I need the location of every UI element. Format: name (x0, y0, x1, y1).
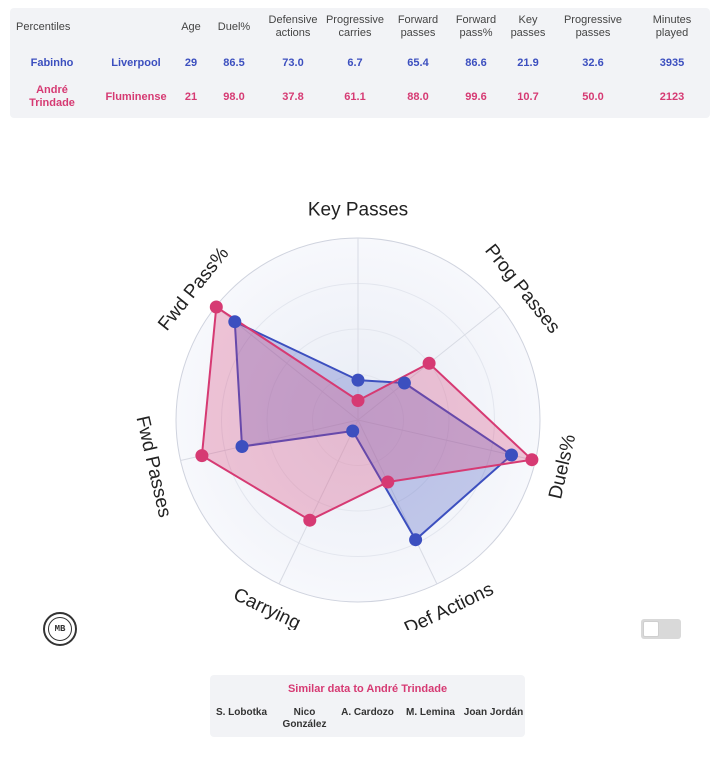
column-header: Progressive carries (325, 14, 385, 39)
radar-data-point (525, 453, 539, 467)
radar-data-point (351, 394, 365, 407)
similar-players-title: Similar data to André Trindade (287, 683, 448, 695)
column-header: Age (181, 20, 201, 33)
column-header: Forward pass% (455, 14, 497, 39)
table-cell: 65.4 (407, 56, 429, 69)
table-cell: 99.6 (465, 90, 487, 103)
radar-axis-label: Fwd Passes (132, 414, 176, 520)
brand-logo: MB (43, 612, 77, 646)
radar-spoke (278, 419, 359, 585)
radar-spoke (180, 419, 359, 461)
team-name: Fluminense (105, 90, 167, 103)
similar-player-link[interactable]: A. Cardozo (341, 707, 394, 718)
table-cell: 37.8 (282, 90, 304, 103)
radar-data-point (409, 533, 423, 547)
column-header: Defensive actions (268, 14, 318, 39)
similar-player-link[interactable]: Nico González (282, 707, 327, 730)
player-name: André Trindade (29, 84, 75, 109)
radar-data-point (397, 376, 411, 390)
radar-data-point (351, 373, 365, 387)
percentiles-table: Percentiles Age Duel% Defensive actions … (10, 8, 710, 114)
percentiles-table-panel: Percentiles Age Duel% Defensive actions … (10, 8, 710, 118)
column-header: Key passes (510, 14, 546, 39)
table-cell: 50.0 (582, 90, 604, 103)
table-row: Fabinho Liverpool 29 86.5 73.0 6.7 65.4 … (10, 46, 710, 80)
table-cell: 88.0 (407, 90, 429, 103)
toggle-knob[interactable] (643, 621, 659, 637)
similar-players-list: S. Lobotka Nico González A. Cardozo M. L… (210, 707, 525, 731)
table-cell: 86.6 (465, 56, 487, 69)
column-header: Progressive passes (563, 14, 623, 39)
table-cell: 29 (184, 56, 198, 69)
radar-spoke (357, 419, 438, 585)
table-cell: 73.0 (282, 56, 304, 69)
radar-data-point (303, 513, 317, 527)
brand-logo-mark: MB (48, 617, 72, 641)
column-header: Forward passes (397, 14, 439, 39)
table-cell: 32.6 (582, 56, 604, 69)
table-row: André Trindade Fluminense 21 98.0 37.8 6… (10, 80, 710, 114)
table-cell: 61.1 (344, 90, 366, 103)
table-cell: 2123 (659, 90, 685, 103)
table-cell: 21.9 (517, 56, 539, 69)
similar-player-link[interactable]: M. Lemina (406, 707, 455, 718)
table-cell: 86.5 (223, 56, 245, 69)
radar-data-point (381, 475, 395, 489)
similar-player-link[interactable]: Joan Jordán (463, 707, 524, 718)
column-header-team (94, 8, 178, 46)
table-cell: 3935 (659, 56, 685, 69)
team-name: Liverpool (111, 56, 161, 69)
table-cell: 10.7 (517, 90, 539, 103)
table-header-row: Percentiles Age Duel% Defensive actions … (10, 8, 710, 46)
radar-data-point (235, 440, 249, 453)
radar-series-area (200, 306, 533, 522)
similar-player-link[interactable]: S. Lobotka (215, 707, 268, 718)
radar-data-point (422, 356, 436, 370)
radar-data-point (346, 424, 360, 438)
radar-axis-label: Duels% (545, 432, 580, 501)
radar-data-point (195, 449, 209, 463)
view-toggle[interactable] (641, 619, 681, 639)
similar-players-panel: Similar data to André Trindade S. Lobotk… (210, 675, 525, 737)
radar-data-point (209, 300, 223, 314)
radar-data-point (505, 448, 518, 462)
table-cell: 6.7 (347, 56, 363, 69)
table-cell: 21 (184, 90, 198, 103)
radar-data-point (228, 315, 242, 329)
table-corner-label: Percentiles (16, 20, 71, 33)
table-cell: 98.0 (223, 90, 245, 103)
column-header: Minutes played (652, 14, 692, 39)
column-header: Duel% (217, 20, 251, 33)
radar-axis-label: Carrying (230, 584, 304, 630)
player-name: Fabinho (30, 56, 74, 69)
radar-axis-label: Key Passes (308, 200, 408, 221)
